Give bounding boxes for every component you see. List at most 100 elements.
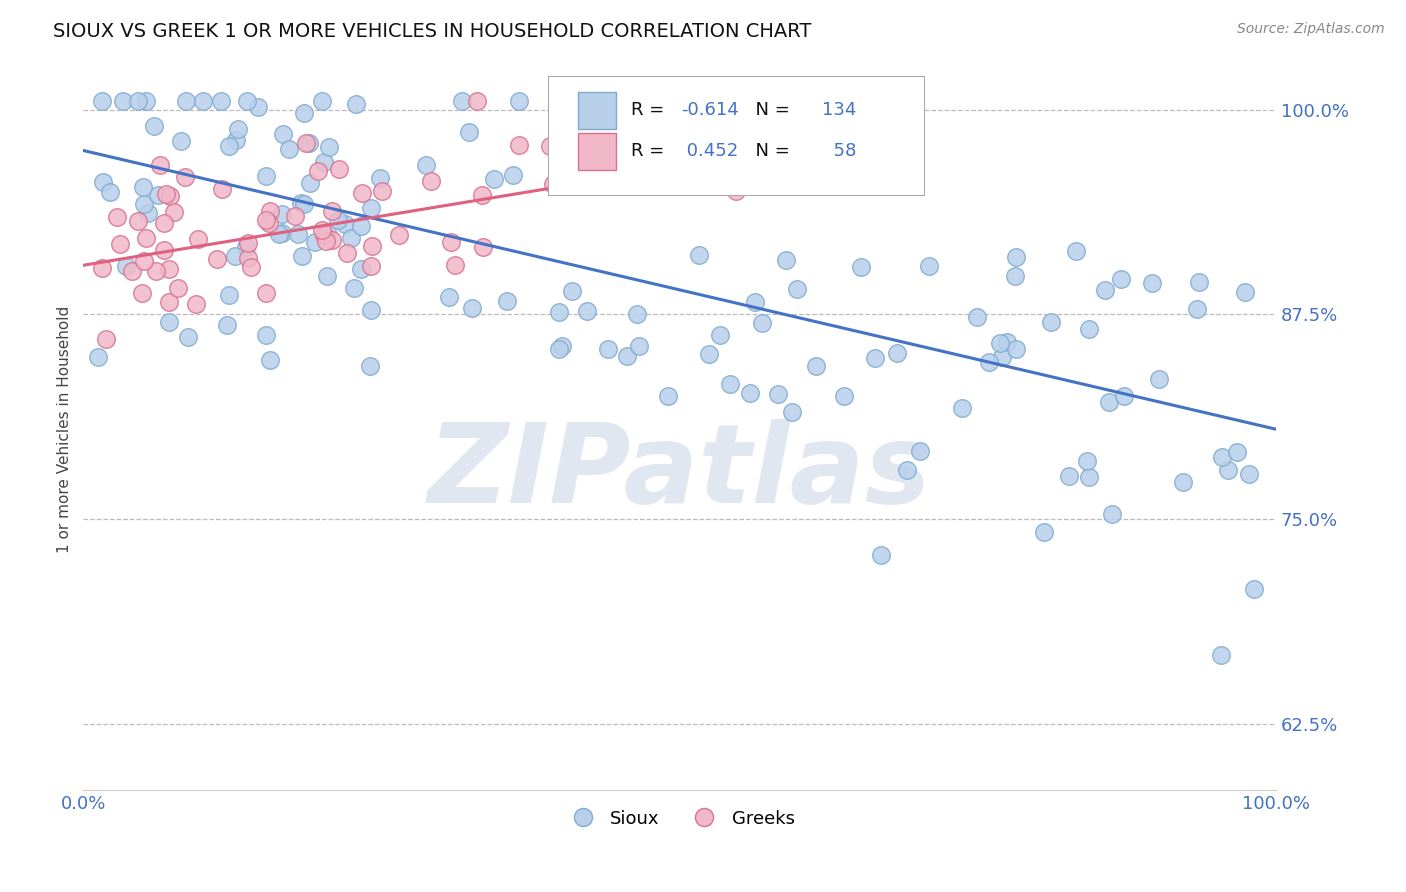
Point <box>236 251 259 265</box>
Point <box>451 95 474 109</box>
Point <box>1078 322 1101 336</box>
Point <box>977 355 1000 369</box>
Point <box>1243 582 1265 596</box>
Point <box>153 216 176 230</box>
Point <box>465 95 488 109</box>
Point <box>295 136 318 150</box>
Point <box>1098 395 1121 409</box>
Point <box>246 100 269 114</box>
Point <box>547 305 569 319</box>
Point <box>209 95 232 109</box>
Point <box>595 145 617 160</box>
Point <box>350 261 373 276</box>
Point <box>359 359 381 374</box>
Point <box>135 231 157 245</box>
Point <box>415 158 437 172</box>
Point <box>314 154 336 169</box>
Point <box>193 95 215 109</box>
Point <box>863 351 886 366</box>
Point <box>311 95 333 109</box>
Point <box>602 109 624 123</box>
Point <box>472 240 495 254</box>
Point <box>235 240 257 254</box>
Point <box>236 95 259 109</box>
Point <box>134 253 156 268</box>
Point <box>918 259 941 273</box>
Point <box>136 206 159 220</box>
Text: N =: N = <box>744 102 796 120</box>
Point <box>657 390 679 404</box>
Point <box>131 286 153 301</box>
Point <box>343 281 366 295</box>
Point <box>132 179 155 194</box>
Point <box>574 95 596 109</box>
Point <box>886 345 908 359</box>
FancyBboxPatch shape <box>578 133 616 170</box>
Text: Source: ZipAtlas.com: Source: ZipAtlas.com <box>1237 22 1385 37</box>
Point <box>688 248 710 262</box>
Point <box>1171 475 1194 489</box>
Point <box>218 288 240 302</box>
Point <box>211 182 233 196</box>
Point <box>284 209 307 223</box>
Point <box>1140 277 1163 291</box>
Point <box>350 186 373 201</box>
Point <box>316 268 339 283</box>
Point <box>259 353 281 368</box>
Point <box>336 245 359 260</box>
Point <box>177 330 200 344</box>
Point <box>157 315 180 329</box>
Point <box>155 186 177 201</box>
Point <box>751 316 773 330</box>
Point <box>152 243 174 257</box>
Point <box>291 249 314 263</box>
Point <box>94 332 117 346</box>
Point <box>269 227 291 241</box>
Point <box>114 259 136 273</box>
Point <box>360 201 382 215</box>
Point <box>1005 342 1028 356</box>
Point <box>1040 315 1063 329</box>
Point <box>91 95 114 109</box>
Point <box>326 213 349 227</box>
Point <box>236 235 259 250</box>
Point <box>163 205 186 219</box>
Point <box>328 161 350 176</box>
Point <box>775 252 797 267</box>
Point <box>361 239 384 253</box>
Point <box>780 405 803 419</box>
Point <box>307 164 329 178</box>
Point <box>1032 524 1054 539</box>
Point <box>1216 463 1239 477</box>
Point <box>709 327 731 342</box>
Point <box>870 548 893 562</box>
Point <box>744 294 766 309</box>
Point <box>271 207 294 221</box>
Point <box>388 228 411 243</box>
Point <box>896 463 918 477</box>
Point <box>145 264 167 278</box>
Text: N =: N = <box>744 143 796 161</box>
Point <box>547 343 569 357</box>
Point <box>766 386 789 401</box>
Point <box>1059 468 1081 483</box>
Point <box>740 386 762 401</box>
Point <box>311 223 333 237</box>
Point <box>1225 444 1247 458</box>
Point <box>471 188 494 202</box>
Point <box>1064 244 1087 258</box>
Point <box>257 216 280 230</box>
Point <box>318 139 340 153</box>
Point <box>616 349 638 363</box>
Point <box>551 339 574 353</box>
Point <box>298 177 321 191</box>
Point <box>368 171 391 186</box>
Point <box>461 301 484 315</box>
Point <box>988 336 1011 351</box>
Point <box>804 359 827 374</box>
Point <box>292 196 315 211</box>
Point <box>333 217 356 231</box>
Point <box>254 327 277 342</box>
Point <box>159 188 181 202</box>
Point <box>271 227 294 241</box>
